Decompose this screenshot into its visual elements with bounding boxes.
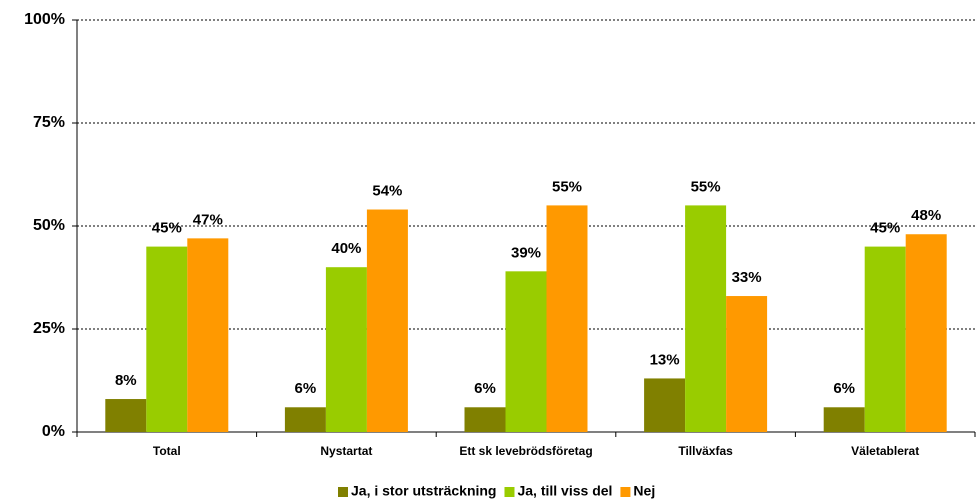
legend-swatch <box>338 487 348 497</box>
bar <box>187 238 229 432</box>
legend-label: Ja, till viss del <box>517 483 612 499</box>
bar <box>726 296 768 432</box>
x-tick-label: Tillväxfas <box>678 444 733 458</box>
value-label: 40% <box>331 240 361 257</box>
y-tick-label: 50% <box>33 217 65 234</box>
bar <box>146 246 188 432</box>
y-tick-label: 25% <box>33 320 65 337</box>
value-label: 48% <box>911 207 941 224</box>
bar <box>325 267 367 432</box>
bar <box>644 378 686 432</box>
value-label: 6% <box>295 380 317 397</box>
legend-label: Nej <box>633 483 655 499</box>
value-label: 45% <box>152 220 182 237</box>
legend-label: Ja, i stor utsträckning <box>351 483 496 499</box>
bar <box>685 205 727 432</box>
legend-swatch <box>620 487 631 497</box>
y-tick-label: 100% <box>24 11 65 28</box>
bar <box>284 407 326 432</box>
bar <box>823 407 865 432</box>
value-label: 45% <box>870 220 900 237</box>
value-label: 6% <box>833 380 855 397</box>
value-label: 55% <box>552 178 582 195</box>
bar <box>105 399 147 432</box>
bar <box>905 234 947 432</box>
value-label: 55% <box>691 178 721 195</box>
bar <box>546 205 588 432</box>
value-label: 13% <box>650 351 680 368</box>
value-label: 33% <box>732 269 762 286</box>
x-tick-label: Total <box>153 444 181 458</box>
bar <box>864 246 906 432</box>
y-tick-label: 75% <box>33 114 65 131</box>
value-label: 8% <box>115 372 137 389</box>
legend-swatch <box>504 487 515 497</box>
x-tick-label: Väletablerat <box>851 444 919 458</box>
bar <box>366 209 408 432</box>
value-label: 47% <box>193 211 223 228</box>
value-label: 6% <box>474 380 496 397</box>
value-label: 54% <box>372 182 402 199</box>
x-tick-label: Ett sk levebrödsföretag <box>459 444 592 458</box>
y-tick-label: 0% <box>42 423 65 440</box>
bar <box>464 407 506 432</box>
bar <box>505 271 547 432</box>
value-label: 39% <box>511 244 541 261</box>
x-tick-label: Nystartat <box>320 444 372 458</box>
